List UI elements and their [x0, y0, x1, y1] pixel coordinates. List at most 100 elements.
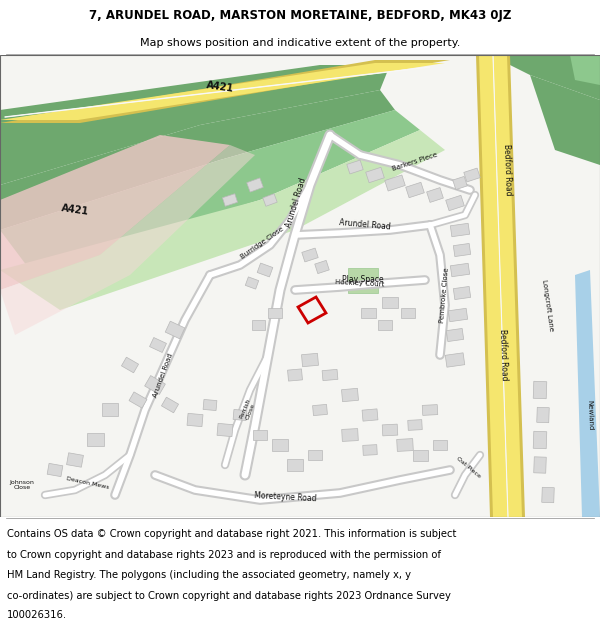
Text: Bedford Road: Bedford Road	[502, 144, 512, 196]
Bar	[203, 399, 217, 411]
Text: co-ordinates) are subject to Crown copyright and database rights 2023 Ordnance S: co-ordinates) are subject to Crown copyr…	[7, 591, 451, 601]
Bar	[446, 195, 464, 211]
Bar	[67, 452, 83, 468]
Text: 100026316.: 100026316.	[7, 610, 67, 620]
Text: Map shows position and indicative extent of the property.: Map shows position and indicative extent…	[140, 38, 460, 48]
Text: HM Land Registry. The polygons (including the associated geometry, namely x, y: HM Land Registry. The polygons (includin…	[7, 571, 411, 581]
Bar	[534, 457, 546, 473]
Bar	[129, 392, 147, 408]
Text: to Crown copyright and database rights 2023 and is reproduced with the permissio: to Crown copyright and database rights 2…	[7, 550, 441, 560]
Text: Longcroft Lane: Longcroft Lane	[541, 279, 554, 331]
Bar	[322, 369, 338, 381]
Bar	[302, 353, 319, 367]
Bar	[347, 160, 363, 174]
Bar	[537, 408, 549, 422]
Polygon shape	[476, 55, 525, 517]
Bar	[287, 459, 303, 471]
Bar	[542, 488, 554, 502]
Polygon shape	[490, 55, 600, 100]
Text: Oat Piece: Oat Piece	[455, 456, 481, 479]
Bar	[433, 440, 447, 450]
Text: Burridge Close: Burridge Close	[239, 226, 284, 260]
Polygon shape	[0, 65, 390, 185]
Bar	[247, 178, 263, 192]
Bar	[448, 308, 467, 322]
Bar	[401, 308, 415, 318]
Bar	[217, 423, 233, 437]
Bar	[121, 357, 139, 373]
Text: A421: A421	[206, 80, 235, 94]
Text: Barkers Piece: Barkers Piece	[392, 152, 439, 172]
Polygon shape	[0, 90, 395, 230]
Bar	[102, 404, 118, 416]
Bar	[413, 449, 427, 461]
Bar	[362, 409, 378, 421]
Bar	[47, 463, 63, 477]
Bar	[453, 176, 467, 189]
Polygon shape	[575, 270, 600, 517]
Text: Bedford Road: Bedford Road	[497, 329, 508, 381]
Text: Hockley Court: Hockley Court	[335, 279, 385, 288]
Bar	[272, 439, 288, 451]
Bar	[464, 168, 480, 182]
Polygon shape	[570, 55, 600, 85]
Text: 7, ARUNDEL ROAD, MARSTON MORETAINE, BEDFORD, MK43 0JZ: 7, ARUNDEL ROAD, MARSTON MORETAINE, BEDF…	[89, 9, 511, 22]
Bar	[378, 320, 392, 330]
Bar	[253, 430, 267, 440]
Bar	[245, 277, 259, 289]
Bar	[422, 404, 438, 416]
Bar	[361, 308, 376, 318]
Bar	[385, 175, 405, 191]
Bar	[165, 321, 185, 339]
Bar	[251, 320, 265, 330]
Text: Deacon Mews: Deacon Mews	[66, 476, 110, 490]
Bar	[446, 329, 464, 341]
Polygon shape	[0, 63, 445, 120]
Text: Newland: Newland	[586, 400, 593, 430]
Bar	[257, 263, 273, 277]
Bar	[313, 404, 328, 416]
Polygon shape	[0, 110, 420, 270]
Polygon shape	[0, 145, 255, 335]
Bar	[365, 168, 385, 182]
Bar	[427, 188, 443, 202]
Polygon shape	[530, 75, 600, 165]
Polygon shape	[479, 55, 522, 517]
Bar	[223, 194, 238, 206]
Text: Johnson
Close: Johnson Close	[10, 479, 34, 491]
Bar	[454, 286, 470, 299]
Text: A421: A421	[61, 203, 89, 217]
Text: Parrish
Close: Parrish Close	[239, 398, 257, 422]
Text: Moreteyne Road: Moreteyne Road	[254, 491, 316, 503]
Bar	[86, 434, 104, 446]
Polygon shape	[0, 60, 450, 123]
Bar	[341, 429, 358, 441]
Bar	[263, 194, 277, 206]
Bar	[454, 244, 470, 256]
Bar	[451, 223, 470, 237]
Text: Play Space: Play Space	[342, 276, 384, 284]
Bar	[308, 450, 322, 460]
Polygon shape	[0, 55, 600, 517]
Bar	[382, 424, 398, 436]
Bar	[145, 376, 166, 394]
Polygon shape	[0, 130, 445, 310]
Text: Pembroke Close: Pembroke Close	[439, 267, 449, 323]
Bar	[149, 338, 166, 352]
Bar	[533, 381, 547, 399]
Bar	[341, 388, 358, 402]
Text: Arundel Road: Arundel Road	[152, 352, 174, 398]
Bar	[397, 439, 413, 451]
Bar	[445, 352, 465, 367]
Bar	[302, 248, 318, 262]
Bar	[315, 261, 329, 274]
Polygon shape	[0, 135, 230, 290]
Text: Contains OS data © Crown copyright and database right 2021. This information is : Contains OS data © Crown copyright and d…	[7, 529, 457, 539]
Bar	[406, 182, 424, 198]
Bar	[451, 263, 470, 277]
Bar	[382, 298, 398, 309]
Bar	[268, 308, 282, 318]
Text: Arundel Road: Arundel Road	[284, 177, 308, 229]
Bar	[363, 444, 377, 456]
Bar	[233, 409, 247, 421]
